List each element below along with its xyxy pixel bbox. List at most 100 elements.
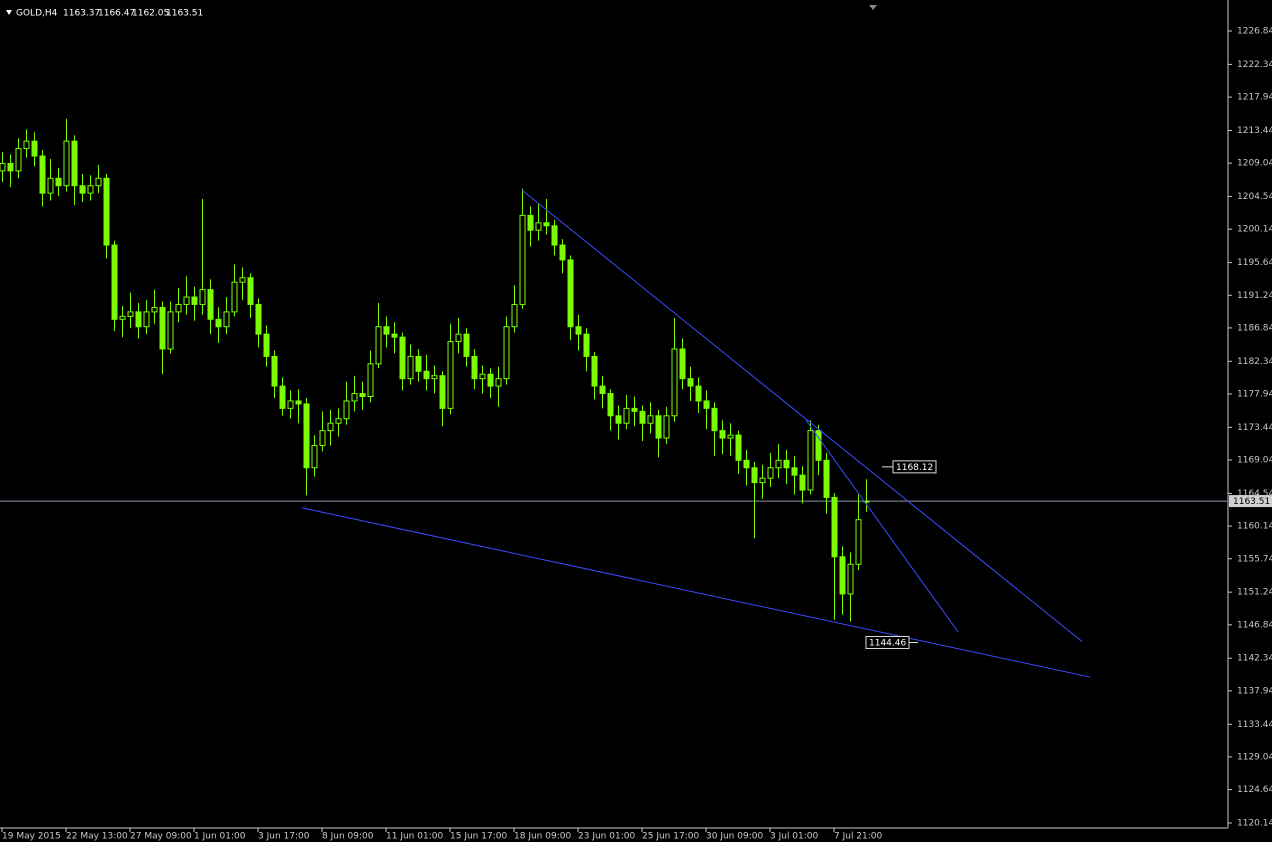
y-tick-label: 1177.94 <box>1237 389 1272 399</box>
x-tick-label: 27 May 09:00 <box>130 832 192 842</box>
x-tick-label: 1 Jun 01:00 <box>194 832 246 842</box>
candle-body <box>767 467 774 479</box>
y-tick-label: 1137.94 <box>1237 686 1272 696</box>
candle-body <box>599 385 606 395</box>
candle-body <box>423 370 430 380</box>
y-tick-label: 1182.34 <box>1237 357 1272 367</box>
candle-body <box>447 341 454 409</box>
x-tick-label: 11 Jun 01:00 <box>386 832 443 842</box>
candle-body <box>775 459 782 469</box>
last-price-box <box>1229 495 1272 508</box>
candle-body <box>807 430 814 491</box>
candle-body <box>207 289 214 320</box>
candle-body <box>375 326 382 365</box>
candle-body <box>399 336 406 380</box>
x-tick-label: 3 Jul 01:00 <box>770 832 819 842</box>
candle-body <box>127 311 134 317</box>
candle-body <box>223 311 230 328</box>
candle-body <box>247 277 254 305</box>
candle-body <box>623 407 630 424</box>
candle-body <box>727 434 734 439</box>
candle-body <box>631 407 638 412</box>
candle-body <box>151 306 158 313</box>
candle-body <box>799 474 806 491</box>
candle-body <box>135 311 142 328</box>
y-tick-label: 1155.74 <box>1237 554 1272 564</box>
candle-body <box>47 177 54 194</box>
candle-body <box>751 467 758 484</box>
candle-body <box>535 222 542 231</box>
y-tick-label: 1204.54 <box>1237 192 1272 202</box>
candle-body <box>335 418 342 424</box>
candle-body <box>567 259 574 328</box>
candles <box>0 118 870 622</box>
candle-body <box>15 148 22 172</box>
y-tick-label: 1146.84 <box>1237 620 1272 630</box>
candle-body <box>591 355 598 387</box>
price-label: 1168.12 <box>896 463 933 473</box>
candle-body <box>87 185 94 194</box>
candle-body <box>79 185 86 194</box>
candle-body <box>143 311 150 328</box>
candle-body <box>559 244 566 261</box>
candle-body <box>647 415 654 424</box>
candle-body <box>719 430 726 439</box>
y-tick-label: 1222.34 <box>1237 60 1272 70</box>
candle-body <box>295 400 302 405</box>
candle-body <box>759 477 766 484</box>
candle-body <box>95 177 102 187</box>
candle-body <box>303 403 310 469</box>
candle-body <box>711 407 718 432</box>
candle-body <box>311 444 318 469</box>
candle-body <box>487 373 494 387</box>
open-price: 1163.37 <box>63 9 100 19</box>
y-tick-label: 1209.04 <box>1237 159 1272 169</box>
y-tick-label: 1226.84 <box>1237 27 1272 37</box>
candle-body <box>55 177 62 187</box>
candle-body <box>847 563 854 595</box>
candle-body <box>527 214 534 231</box>
y-tick-label: 1124.64 <box>1237 785 1272 795</box>
candle-body <box>695 385 702 402</box>
candle-body <box>159 306 166 350</box>
x-tick-label: 18 Jun 09:00 <box>514 832 571 842</box>
candle-body <box>231 281 238 313</box>
candle-body <box>239 277 246 283</box>
price-label-box <box>892 460 937 474</box>
candle-body <box>287 400 294 409</box>
candle-body <box>639 410 646 424</box>
x-tick-label: 25 Jun 17:00 <box>642 832 699 842</box>
trendline <box>521 189 1083 642</box>
x-tick-label: 15 Jun 17:00 <box>450 832 507 842</box>
candle-body <box>351 393 358 402</box>
trendline <box>805 419 959 633</box>
candle-body <box>543 222 550 227</box>
header: GOLD,H4 1163.37 1166.47 1162.05 1163.51 <box>16 9 203 19</box>
candle-body <box>415 355 422 372</box>
candle-body <box>583 333 590 357</box>
candle-body <box>319 430 326 446</box>
candle-body <box>655 415 662 439</box>
candle-body <box>71 140 78 187</box>
candle-body <box>663 415 670 439</box>
x-tick-label: 19 May 2015 <box>2 832 61 842</box>
candle-body <box>183 296 190 305</box>
candle-body <box>407 355 414 380</box>
close-price: 1163.51 <box>166 9 203 19</box>
y-tick-label: 1195.64 <box>1237 258 1272 268</box>
candle-body <box>431 375 438 380</box>
candle-body <box>111 244 118 320</box>
trendline <box>301 507 1091 678</box>
y-tick-label: 1200.14 <box>1237 225 1272 235</box>
candle-body <box>671 348 678 417</box>
y-tick-label: 1160.14 <box>1237 522 1272 532</box>
candle-body <box>455 333 462 343</box>
candle-body <box>167 311 174 350</box>
menu-arrow[interactable] <box>6 10 12 15</box>
candle-body <box>367 363 374 397</box>
symbol: GOLD,H4 <box>16 9 58 19</box>
candle-body <box>575 326 582 335</box>
candle-body <box>519 214 526 305</box>
